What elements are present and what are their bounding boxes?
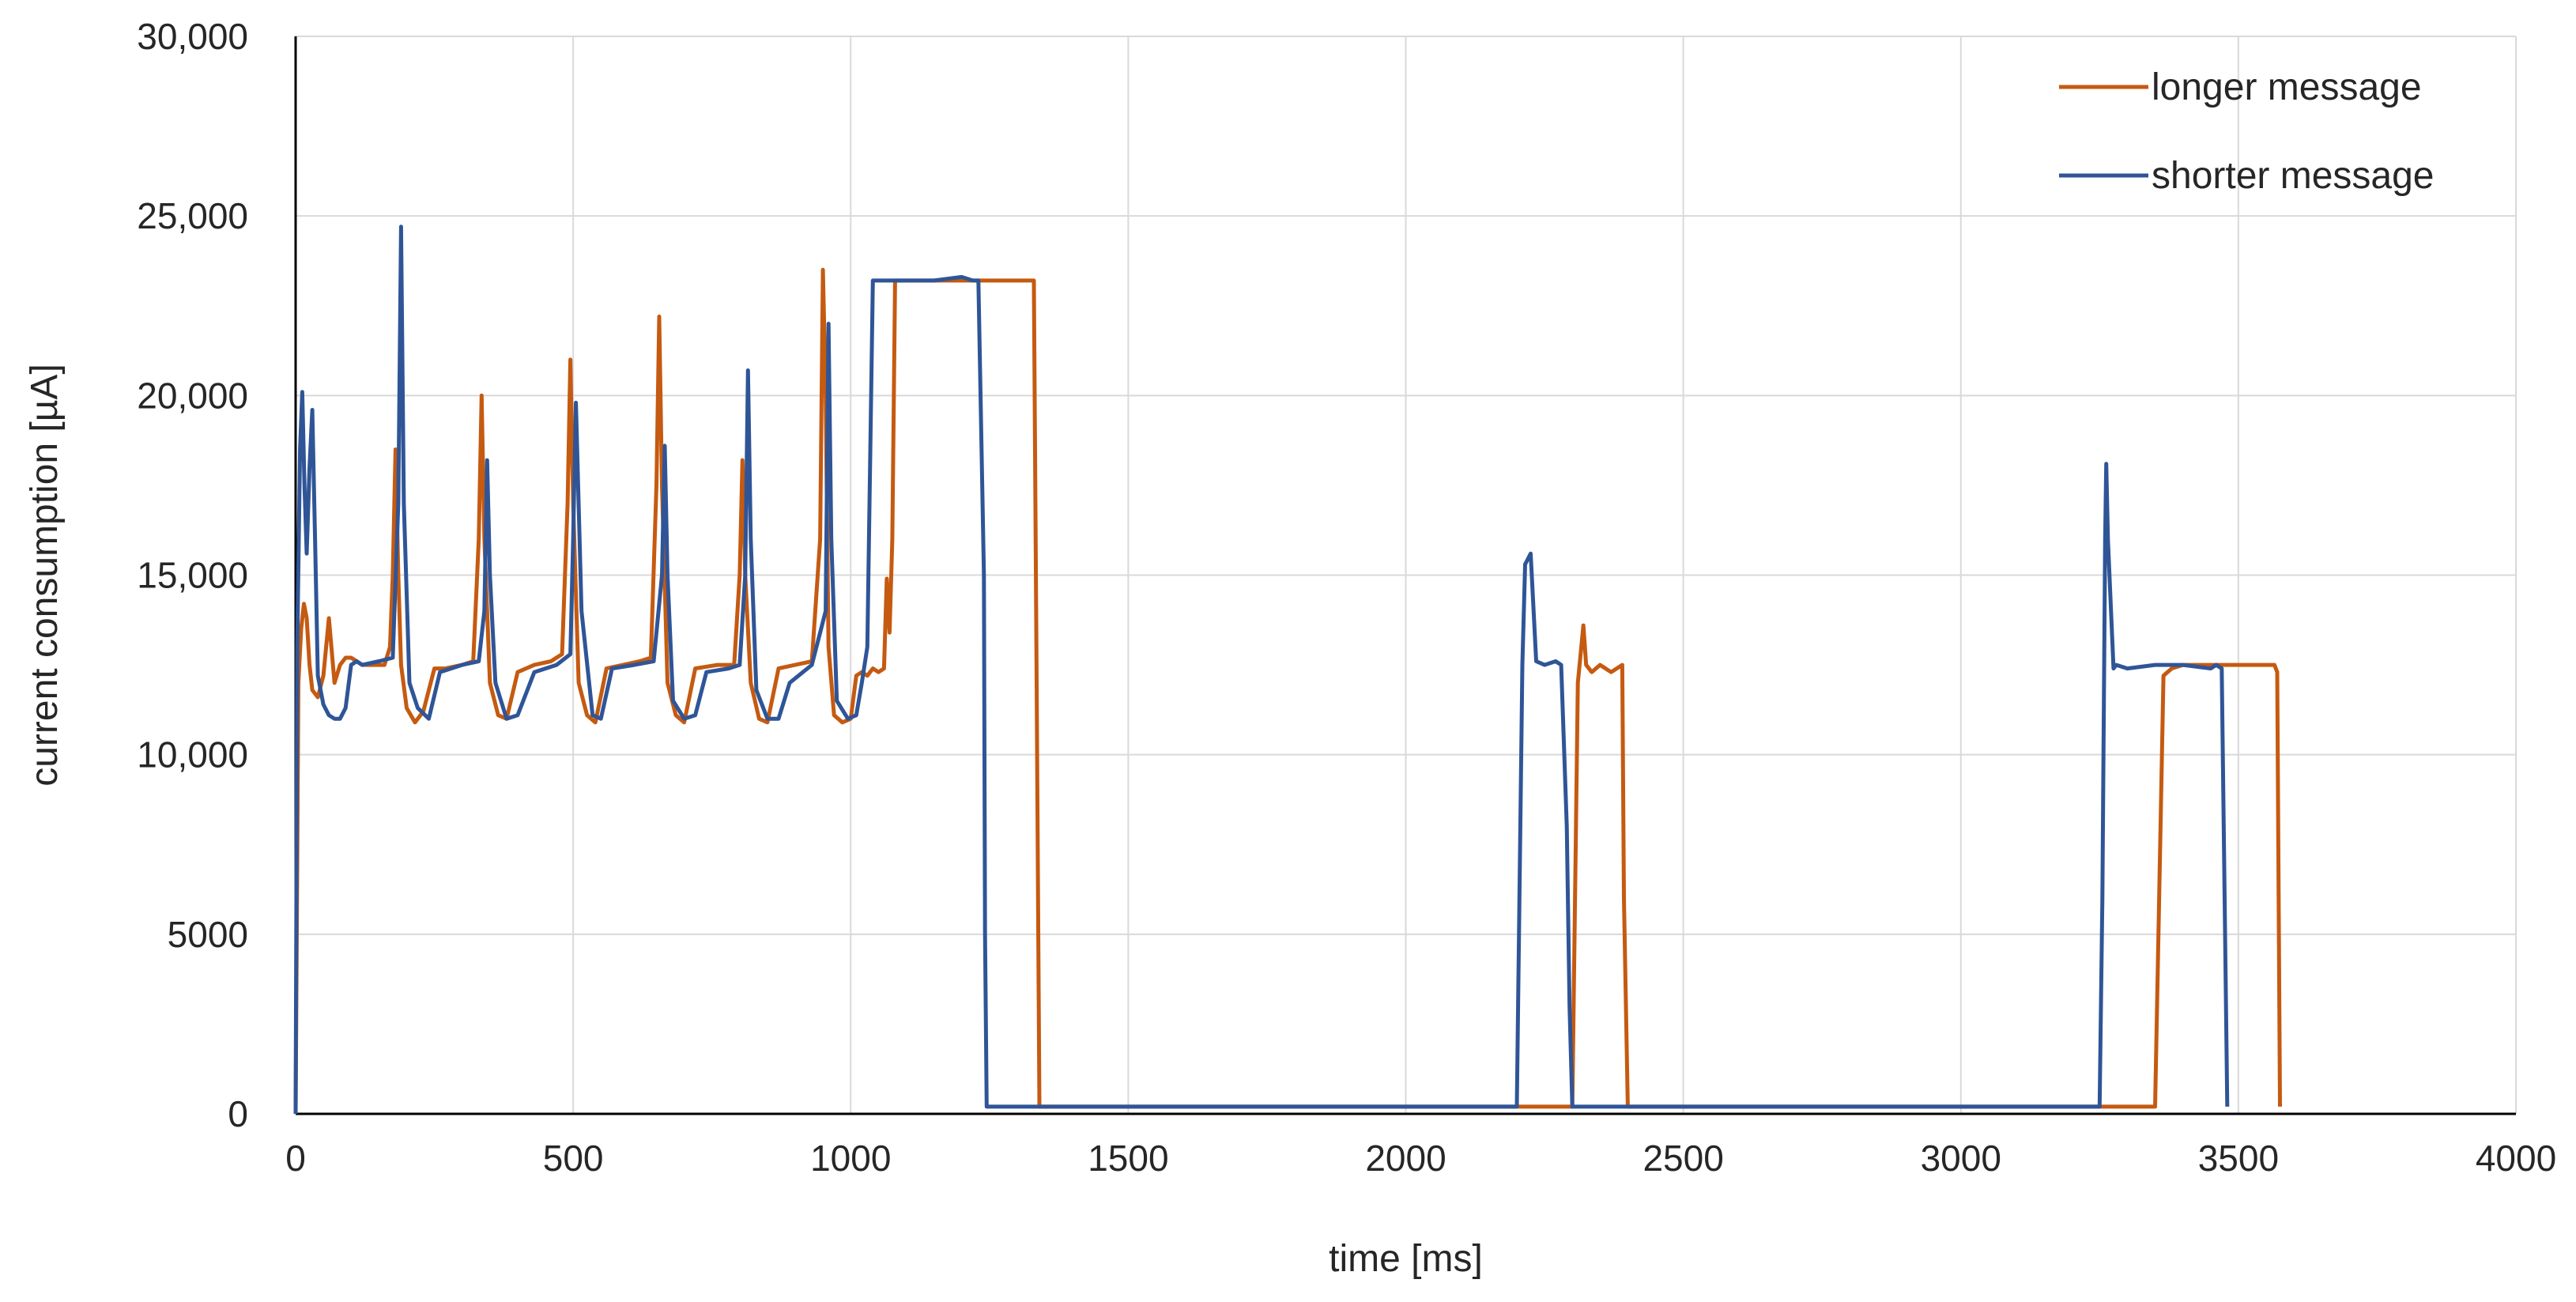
series-line-1	[293, 267, 2282, 1115]
x-tick-labels: 0 500 1000 1500 2000 2500 3000 3500 4000	[285, 1138, 2556, 1179]
x-tick-label: 3500	[2198, 1138, 2279, 1179]
x-tick-label: 0	[285, 1138, 306, 1179]
x-tick-label: 2500	[1643, 1138, 1723, 1179]
x-tick-label: 3000	[1921, 1138, 2001, 1179]
legend: longer message shorter message	[2059, 66, 2435, 197]
y-tick-label: 15,000	[137, 555, 248, 596]
y-tick-label: 30,000	[137, 16, 248, 57]
x-tick-label: 1000	[810, 1138, 891, 1179]
series-line-2	[293, 225, 2230, 1115]
grid	[296, 36, 2517, 1114]
y-tick-label: 20,000	[137, 375, 248, 416]
y-tick-label: 25,000	[137, 195, 248, 236]
y-tick-label: 10,000	[137, 734, 248, 776]
legend-label-1: longer message	[2152, 66, 2422, 108]
y-tick-label: 5000	[168, 914, 248, 955]
y-tick-label: 0	[228, 1093, 248, 1134]
x-tick-label: 4000	[2476, 1138, 2556, 1179]
x-tick-label: 500	[543, 1138, 604, 1179]
legend-label-2: shorter message	[2152, 155, 2435, 197]
x-tick-label: 2000	[1365, 1138, 1446, 1179]
x-axis-title: time [ms]	[1329, 1238, 1483, 1280]
series-layer	[293, 225, 2282, 1115]
y-tick-labels: 0 5000 10,000 15,000 20,000 25,000 30,000	[137, 16, 248, 1134]
x-tick-label: 1500	[1088, 1138, 1168, 1179]
y-axis-title: current consumption [µA]	[24, 364, 66, 787]
